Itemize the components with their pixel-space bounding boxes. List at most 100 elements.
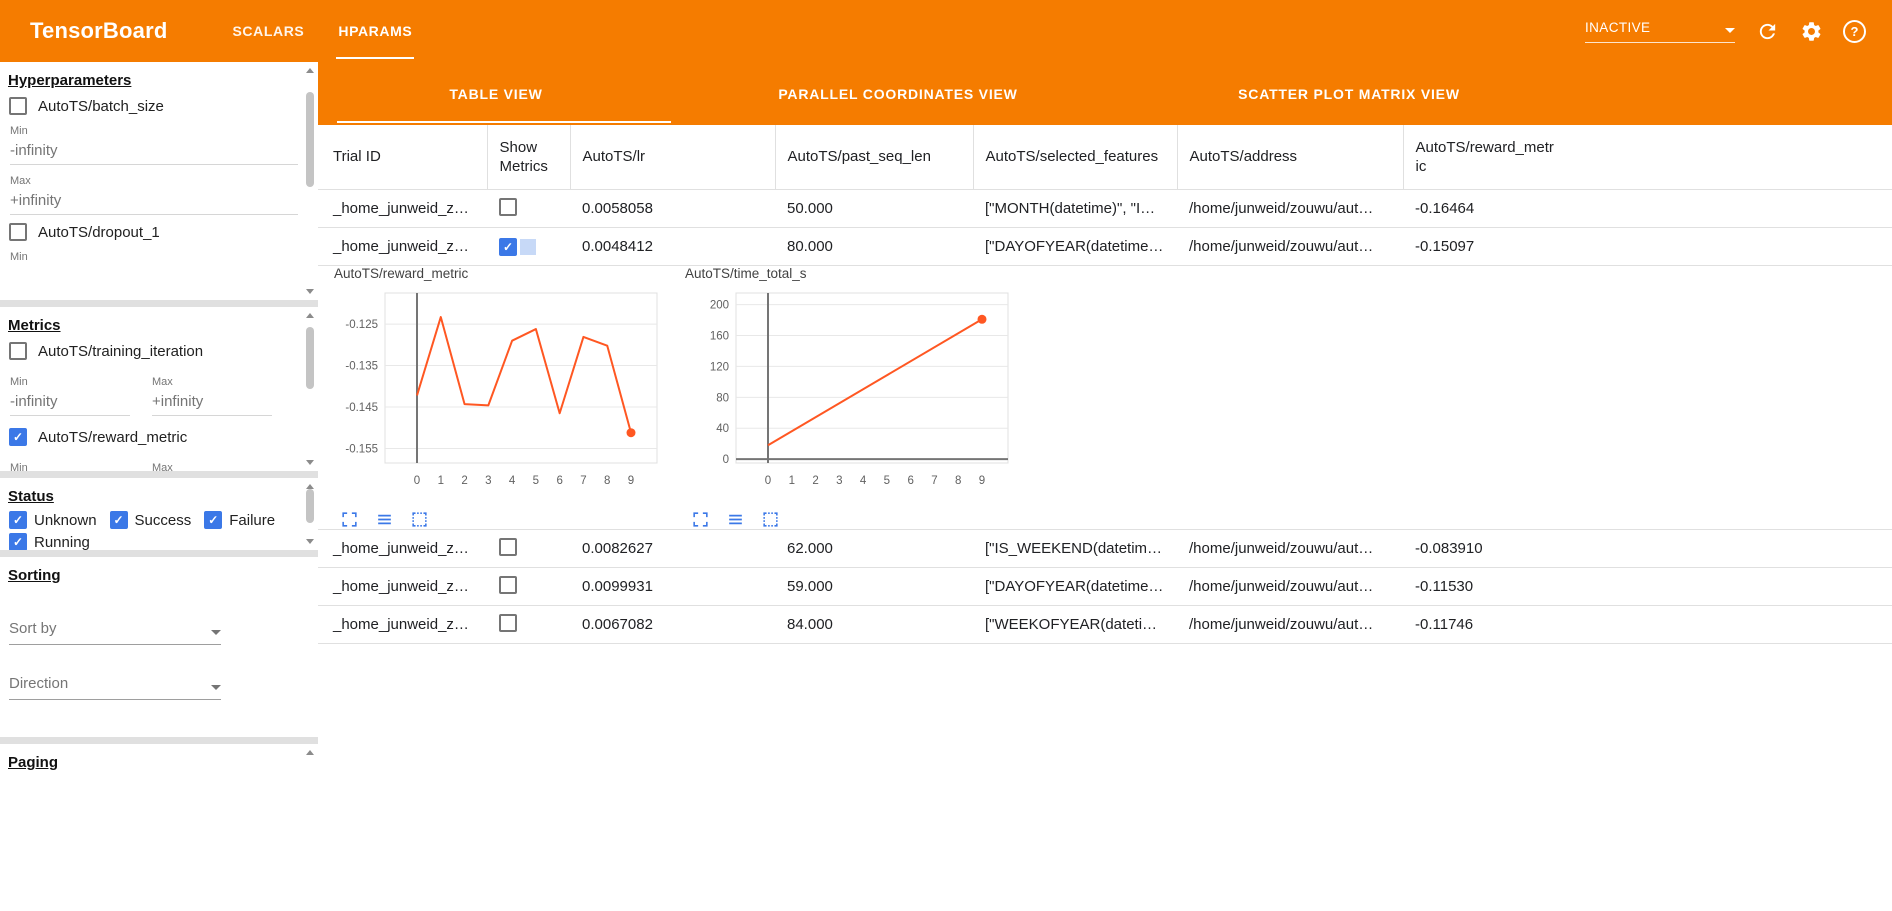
topbar-actions: INACTIVE ? — [1585, 0, 1866, 62]
show-metrics-checkbox[interactable] — [499, 198, 517, 216]
cell-filler — [1565, 228, 1892, 266]
min-label: Min — [10, 462, 130, 471]
cell-lr: 0.0099931 — [570, 568, 775, 606]
scroll-down-icon[interactable] — [306, 289, 314, 294]
table-row: _home_junweid_z…0.005805850.000["MONTH(d… — [318, 190, 1892, 228]
svg-text:4: 4 — [860, 475, 867, 487]
time-total-line-chart[interactable]: 040801201602000123456789 — [684, 285, 1024, 500]
hparam-label: AutoTS/dropout_1 — [38, 224, 160, 241]
min-input[interactable]: -infinity — [10, 139, 298, 165]
run-status-dropdown[interactable]: INACTIVE — [1585, 20, 1735, 43]
checkbox[interactable] — [9, 533, 27, 550]
chevron-down-icon — [211, 685, 221, 690]
show-metrics-checkbox[interactable] — [499, 238, 517, 256]
direction-dropdown[interactable]: Direction — [9, 675, 221, 700]
reward-metric-line-chart[interactable]: -0.125-0.135-0.145-0.1550123456789 — [333, 285, 673, 500]
show-metrics-checkbox[interactable] — [499, 576, 517, 594]
run-status-value: INACTIVE — [1585, 20, 1650, 35]
min-input[interactable]: -infinity — [10, 390, 130, 416]
checkbox[interactable] — [9, 342, 27, 360]
marquee-zoom-icon[interactable] — [761, 510, 780, 529]
hparam-item-batch-size[interactable]: AutoTS/batch_size — [9, 97, 310, 115]
status-item-failure[interactable]: Failure — [204, 511, 275, 529]
status-item-success[interactable]: Success — [110, 511, 192, 529]
cell-past-seq-len: 80.000 — [775, 228, 973, 266]
checkbox[interactable] — [9, 511, 27, 529]
scroll-down-icon[interactable] — [306, 460, 314, 465]
expand-icon[interactable] — [340, 510, 359, 529]
column-header-filler — [1565, 125, 1892, 190]
svg-text:6: 6 — [907, 475, 913, 487]
checkbox[interactable] — [9, 223, 27, 241]
cell-address: /home/junweid/zouwu/aut… — [1177, 568, 1403, 606]
chart-time-total: AutoTS/time_total_s 04080120160200012345… — [684, 266, 1035, 529]
sorting-title: Sorting — [8, 567, 310, 584]
hyperparameters-panel: Hyperparameters AutoTS/batch_size Min -i… — [0, 62, 318, 300]
column-header: AutoTS/reward_metric — [1403, 125, 1565, 190]
svg-text:-0.125: -0.125 — [345, 319, 378, 331]
marquee-zoom-icon[interactable] — [410, 510, 429, 529]
status-item-running[interactable]: Running — [9, 533, 90, 550]
scroll-up-icon[interactable] — [306, 313, 314, 318]
panel-scrollbar[interactable] — [304, 480, 316, 548]
tab-scatter-plot-matrix-view[interactable]: SCATTER PLOT MATRIX VIEW — [1122, 62, 1576, 125]
checkbox[interactable] — [9, 428, 27, 446]
metric-item-reward-metric[interactable]: AutoTS/reward_metric — [9, 428, 310, 446]
cell-filler — [1565, 568, 1892, 606]
scroll-up-icon[interactable] — [306, 750, 314, 755]
tab-hparams[interactable]: HPARAMS — [321, 0, 429, 62]
svg-text:0: 0 — [765, 475, 771, 487]
lines-icon[interactable] — [375, 510, 394, 529]
panel-scrollbar[interactable] — [304, 746, 316, 909]
max-input[interactable]: +infinity — [10, 189, 298, 215]
scroll-up-icon[interactable] — [306, 68, 314, 73]
panel-scrollbar[interactable] — [304, 309, 316, 469]
cell-past-seq-len: 62.000 — [775, 530, 973, 568]
sort-by-dropdown[interactable]: Sort by — [9, 620, 221, 645]
expand-icon[interactable] — [691, 510, 710, 529]
status-item-unknown[interactable]: Unknown — [9, 511, 97, 529]
scroll-down-icon[interactable] — [306, 539, 314, 544]
checkbox[interactable] — [204, 511, 222, 529]
cell-past-seq-len: 84.000 — [775, 606, 973, 644]
scroll-thumb[interactable] — [306, 92, 314, 187]
cell-show-metrics — [487, 228, 570, 266]
cell-address: /home/junweid/zouwu/aut… — [1177, 606, 1403, 644]
metric-item-training-iteration[interactable]: AutoTS/training_iteration — [9, 342, 310, 360]
hparam-item-dropout-1[interactable]: AutoTS/dropout_1 — [9, 223, 310, 241]
tab-scalars[interactable]: SCALARS — [215, 0, 321, 62]
app-title[interactable]: TensorBoard — [30, 0, 167, 62]
help-icon[interactable]: ? — [1843, 20, 1866, 43]
cell-filler — [1565, 606, 1892, 644]
max-input[interactable]: +infinity — [152, 390, 272, 416]
chart-toolbar — [691, 510, 1035, 529]
checkbox[interactable] — [110, 511, 128, 529]
checkbox[interactable] — [9, 97, 27, 115]
lines-icon[interactable] — [726, 510, 745, 529]
table-row: _home_junweid_z…0.004841280.000["DAYOFYE… — [318, 228, 1892, 266]
cell-lr: 0.0048412 — [570, 228, 775, 266]
chart-title: AutoTS/reward_metric — [334, 266, 684, 281]
show-metrics-checkbox[interactable] — [499, 538, 517, 556]
tab-table-view[interactable]: TABLE VIEW — [318, 62, 674, 125]
panel-scrollbar[interactable] — [304, 64, 316, 298]
show-metrics-checkbox[interactable] — [499, 614, 517, 632]
scroll-thumb[interactable] — [306, 489, 314, 523]
svg-text:8: 8 — [604, 475, 610, 487]
settings-gear-icon[interactable] — [1799, 19, 1823, 43]
column-header: Trial ID — [318, 125, 487, 190]
scroll-thumb[interactable] — [306, 327, 314, 389]
session-charts-row: AutoTS/reward_metric -0.125-0.135-0.145-… — [318, 266, 1892, 530]
tab-parallel-coordinates-view[interactable]: PARALLEL COORDINATES VIEW — [674, 62, 1122, 125]
chevron-down-icon — [1725, 28, 1735, 33]
cell-show-metrics — [487, 568, 570, 606]
top-nav-tabs: SCALARS HPARAMS — [215, 0, 429, 62]
refresh-icon[interactable] — [1755, 19, 1779, 43]
min-max-fields: Min -infinity Max +infinity — [10, 366, 318, 420]
svg-text:2: 2 — [812, 475, 818, 487]
cell-address: /home/junweid/zouwu/aut… — [1177, 228, 1403, 266]
svg-text:1: 1 — [789, 475, 795, 487]
column-header: AutoTS/selected_features — [973, 125, 1177, 190]
hyperparameters-title: Hyperparameters — [8, 72, 310, 89]
svg-text:1: 1 — [438, 475, 444, 487]
